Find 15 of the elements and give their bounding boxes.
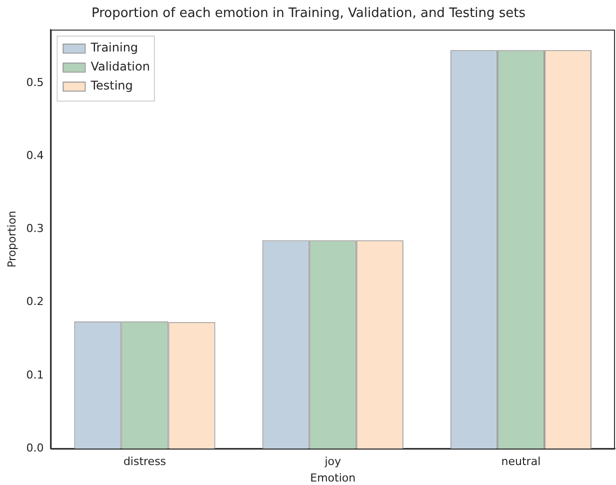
chart-title: Proportion of each emotion in Training, Validation, and Testing sets — [91, 6, 526, 22]
y-tick-label: 0.3 — [26, 222, 44, 236]
x-axis-title: Emotion — [310, 471, 356, 484]
y-tick-label: 0.5 — [26, 76, 44, 89]
legend-label: Testing — [90, 78, 133, 93]
legend-label: Validation — [90, 60, 150, 74]
y-axis-title: Proportion — [5, 210, 18, 268]
y-tick-label: 0.1 — [26, 368, 44, 382]
y-tick-label: 0.2 — [26, 295, 44, 308]
x-tick-label: neutral — [501, 455, 541, 468]
y-tick-label: 0.0 — [26, 441, 44, 454]
legend-label: Training — [90, 40, 138, 55]
x-tick-label: joy — [324, 455, 342, 468]
x-tick-label: distress — [123, 455, 166, 468]
y-tick-label: 0.4 — [26, 148, 44, 162]
